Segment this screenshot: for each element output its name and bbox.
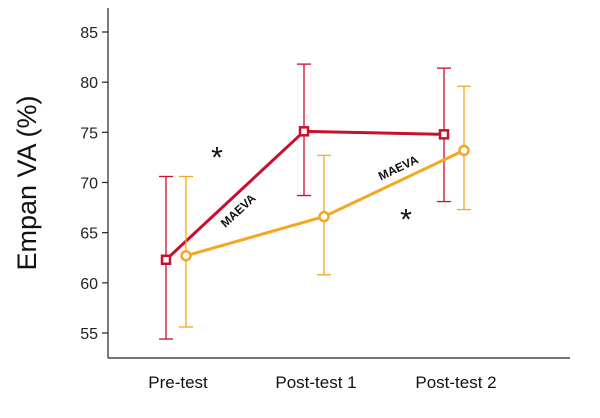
series-2 <box>179 85 471 328</box>
y-tick-label: 85 <box>80 25 98 42</box>
data-point <box>318 210 330 223</box>
data-point <box>458 144 470 157</box>
x-tick-label: Post-test 2 <box>415 373 496 392</box>
significance-marker: * <box>400 204 412 237</box>
data-point <box>160 254 172 266</box>
y-tick-label: 65 <box>80 226 98 243</box>
x-tick-label: Post-test 1 <box>275 373 356 392</box>
y-tick-label: 75 <box>80 125 98 142</box>
y-tick-label: 80 <box>80 75 98 92</box>
y-tick-label: 70 <box>80 176 98 193</box>
y-tick-label: 60 <box>80 276 98 293</box>
series-1 <box>159 63 451 340</box>
significance-marker: * <box>211 142 223 175</box>
y-tick-label: 55 <box>80 326 98 343</box>
y-tick-group: 55 60 65 70 75 80 85 <box>80 25 108 343</box>
y-axis-label: Empan VA (%) <box>12 95 42 270</box>
x-tick-group: Pre-test Post-test 1 Post-test 2 <box>148 373 496 392</box>
data-point <box>298 126 310 137</box>
data-point <box>180 249 192 262</box>
x-tick-label: Pre-test <box>148 373 208 392</box>
data-point <box>438 129 450 140</box>
series-layer <box>159 63 471 340</box>
